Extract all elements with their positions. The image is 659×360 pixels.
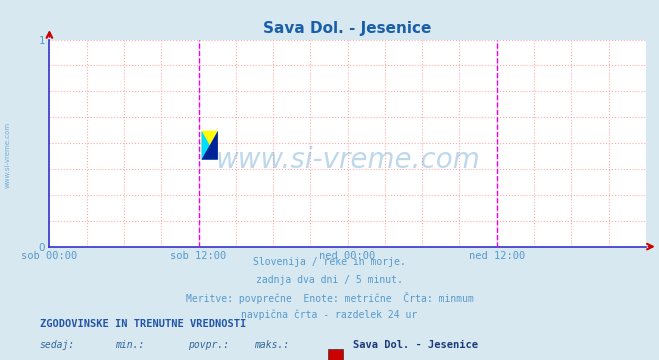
Text: sedaj:: sedaj:	[40, 340, 74, 350]
Text: Slovenija / reke in morje.: Slovenija / reke in morje.	[253, 257, 406, 267]
Polygon shape	[202, 131, 218, 160]
Text: Meritve: povprečne  Enote: metrične  Črta: minmum: Meritve: povprečne Enote: metrične Črta:…	[186, 292, 473, 304]
Title: Sava Dol. - Jesenice: Sava Dol. - Jesenice	[264, 21, 432, 36]
Text: navpična črta - razdelek 24 ur: navpična črta - razdelek 24 ur	[241, 309, 418, 320]
Text: povpr.:: povpr.:	[188, 340, 229, 350]
Polygon shape	[202, 131, 218, 160]
Polygon shape	[202, 131, 218, 160]
Text: zadnja dva dni / 5 minut.: zadnja dva dni / 5 minut.	[256, 275, 403, 285]
Text: maks.:: maks.:	[254, 340, 289, 350]
Text: min.:: min.:	[115, 340, 145, 350]
Text: ZGODOVINSKE IN TRENUTNE VREDNOSTI: ZGODOVINSKE IN TRENUTNE VREDNOSTI	[40, 319, 246, 329]
Text: www.si-vreme.com: www.si-vreme.com	[5, 122, 11, 188]
Text: Sava Dol. - Jesenice: Sava Dol. - Jesenice	[353, 340, 478, 350]
Text: www.si-vreme.com: www.si-vreme.com	[215, 146, 480, 174]
